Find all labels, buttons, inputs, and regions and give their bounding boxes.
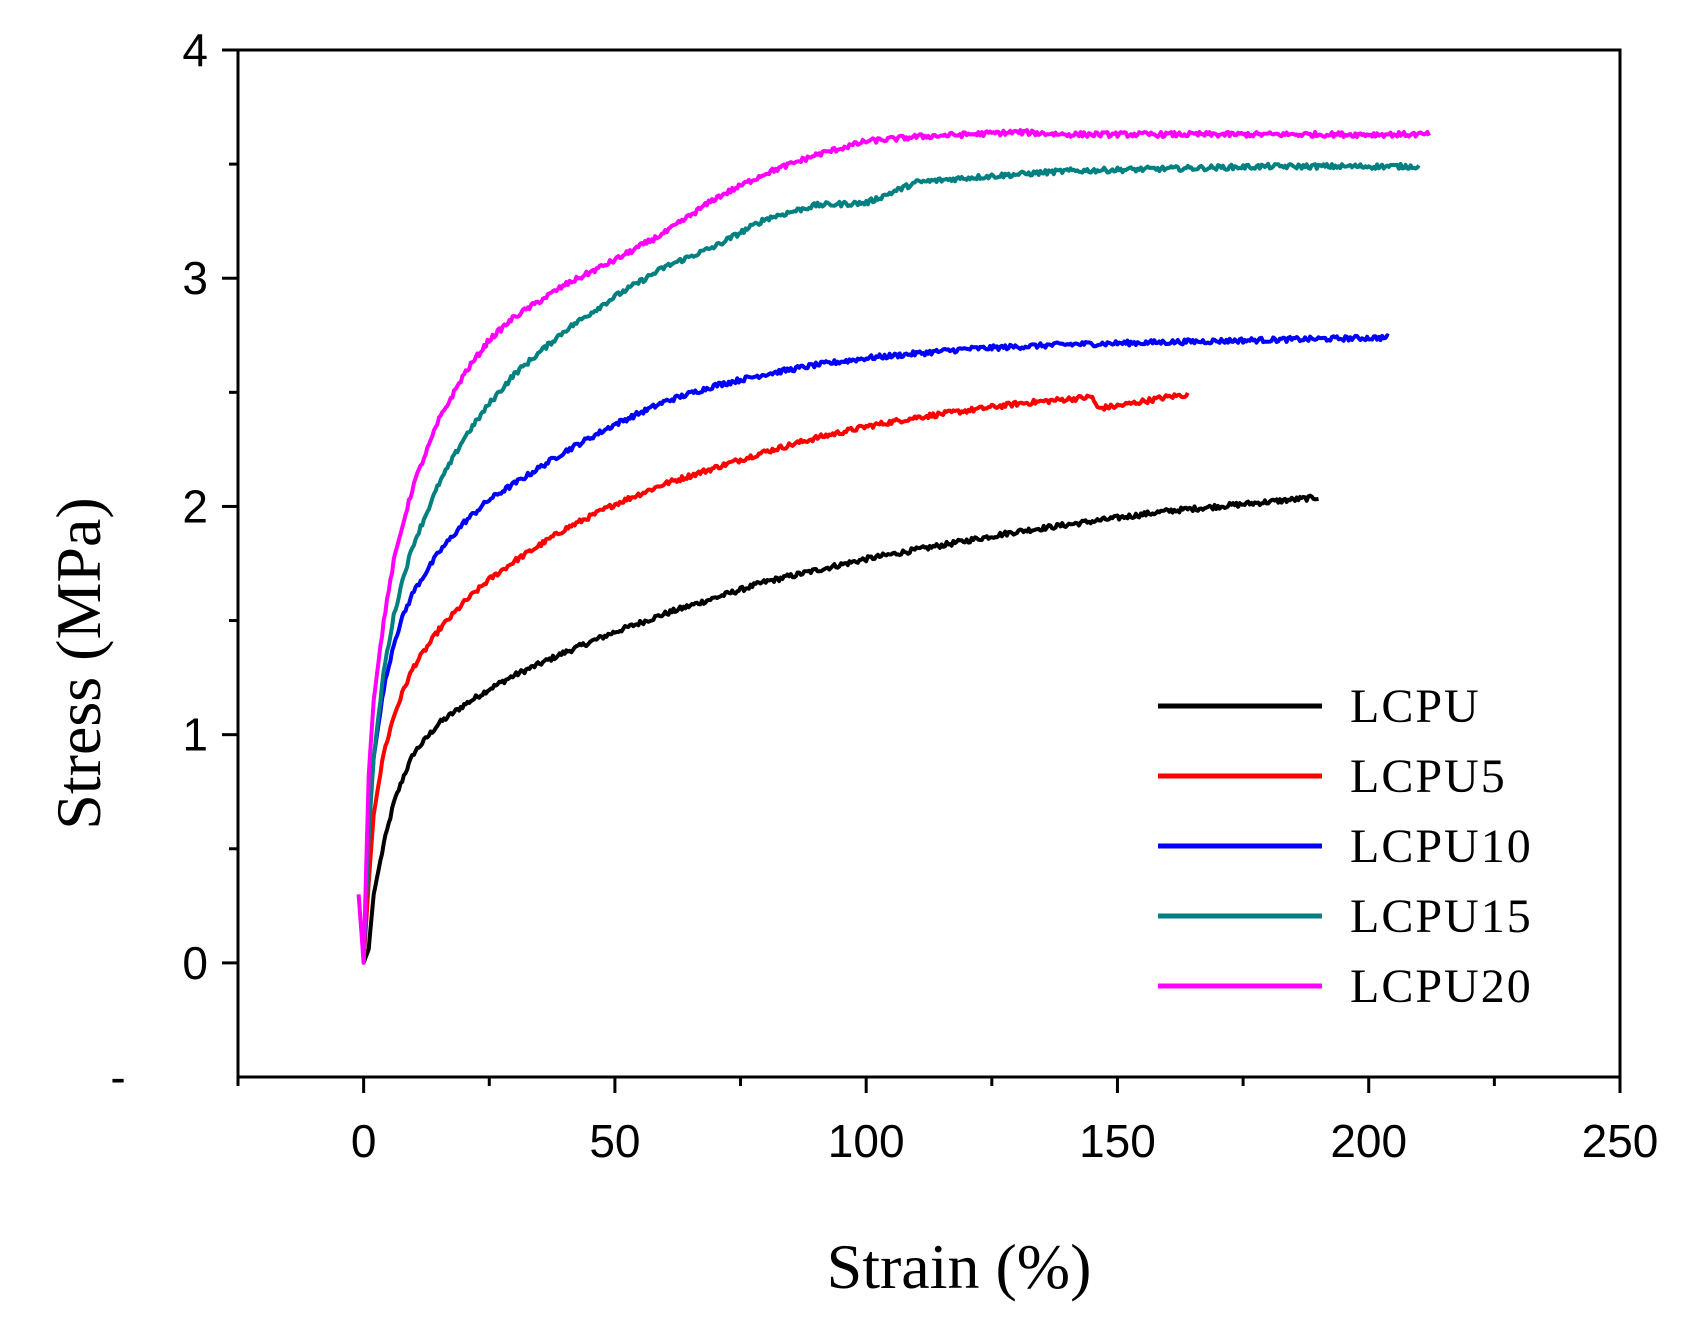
y-tick-label-extra: -	[110, 1051, 125, 1103]
legend-label-lcpu15: LCPU15	[1350, 890, 1533, 943]
x-tick-label: 50	[589, 1115, 640, 1167]
series-line-lcpu5	[361, 391, 1190, 964]
series-line-lcpu10	[361, 333, 1390, 963]
y-axis-title: Stress (MPa)	[43, 497, 114, 829]
x-tick-label: 200	[1330, 1115, 1407, 1167]
legend-label-lcpu: LCPU	[1350, 680, 1481, 733]
y-tick-label: 3	[182, 252, 208, 304]
x-tick-label: 100	[828, 1115, 905, 1167]
y-tick-label: 2	[182, 480, 208, 532]
x-tick-label: 150	[1079, 1115, 1156, 1167]
y-tick-label: 0	[182, 937, 208, 989]
series-line-lcpu	[361, 493, 1319, 964]
legend-label-lcpu20: LCPU20	[1350, 960, 1533, 1013]
series-line-lcpu20	[356, 128, 1431, 965]
y-tick-label: 1	[182, 709, 208, 761]
legend-entry-lcpu10: LCPU10	[1158, 820, 1533, 873]
axis-ticks	[222, 48, 1622, 1093]
series-line-lcpu15	[361, 161, 1421, 963]
series-layer	[356, 128, 1431, 965]
y-tick-label: 4	[182, 24, 208, 76]
x-tick-label: 0	[351, 1115, 377, 1167]
legend-entry-lcpu15: LCPU15	[1158, 890, 1533, 943]
legend-entry-lcpu5: LCPU5	[1158, 750, 1507, 803]
plot-frame	[236, 48, 1622, 1079]
x-axis-title: Strain (%)	[827, 1231, 1092, 1302]
axis-tick-labels: 0 50 100 150 200 250 0 1 2 3 4 -	[110, 24, 1658, 1167]
legend-label-lcpu5: LCPU5	[1350, 750, 1507, 803]
legend-entry-lcpu: LCPU	[1158, 680, 1481, 733]
x-tick-label: 250	[1582, 1115, 1659, 1167]
legend-entry-lcpu20: LCPU20	[1158, 960, 1533, 1013]
legend: LCPU LCPU5 LCPU10 LCPU15 LCPU20	[1158, 680, 1533, 1013]
legend-label-lcpu10: LCPU10	[1350, 820, 1533, 873]
